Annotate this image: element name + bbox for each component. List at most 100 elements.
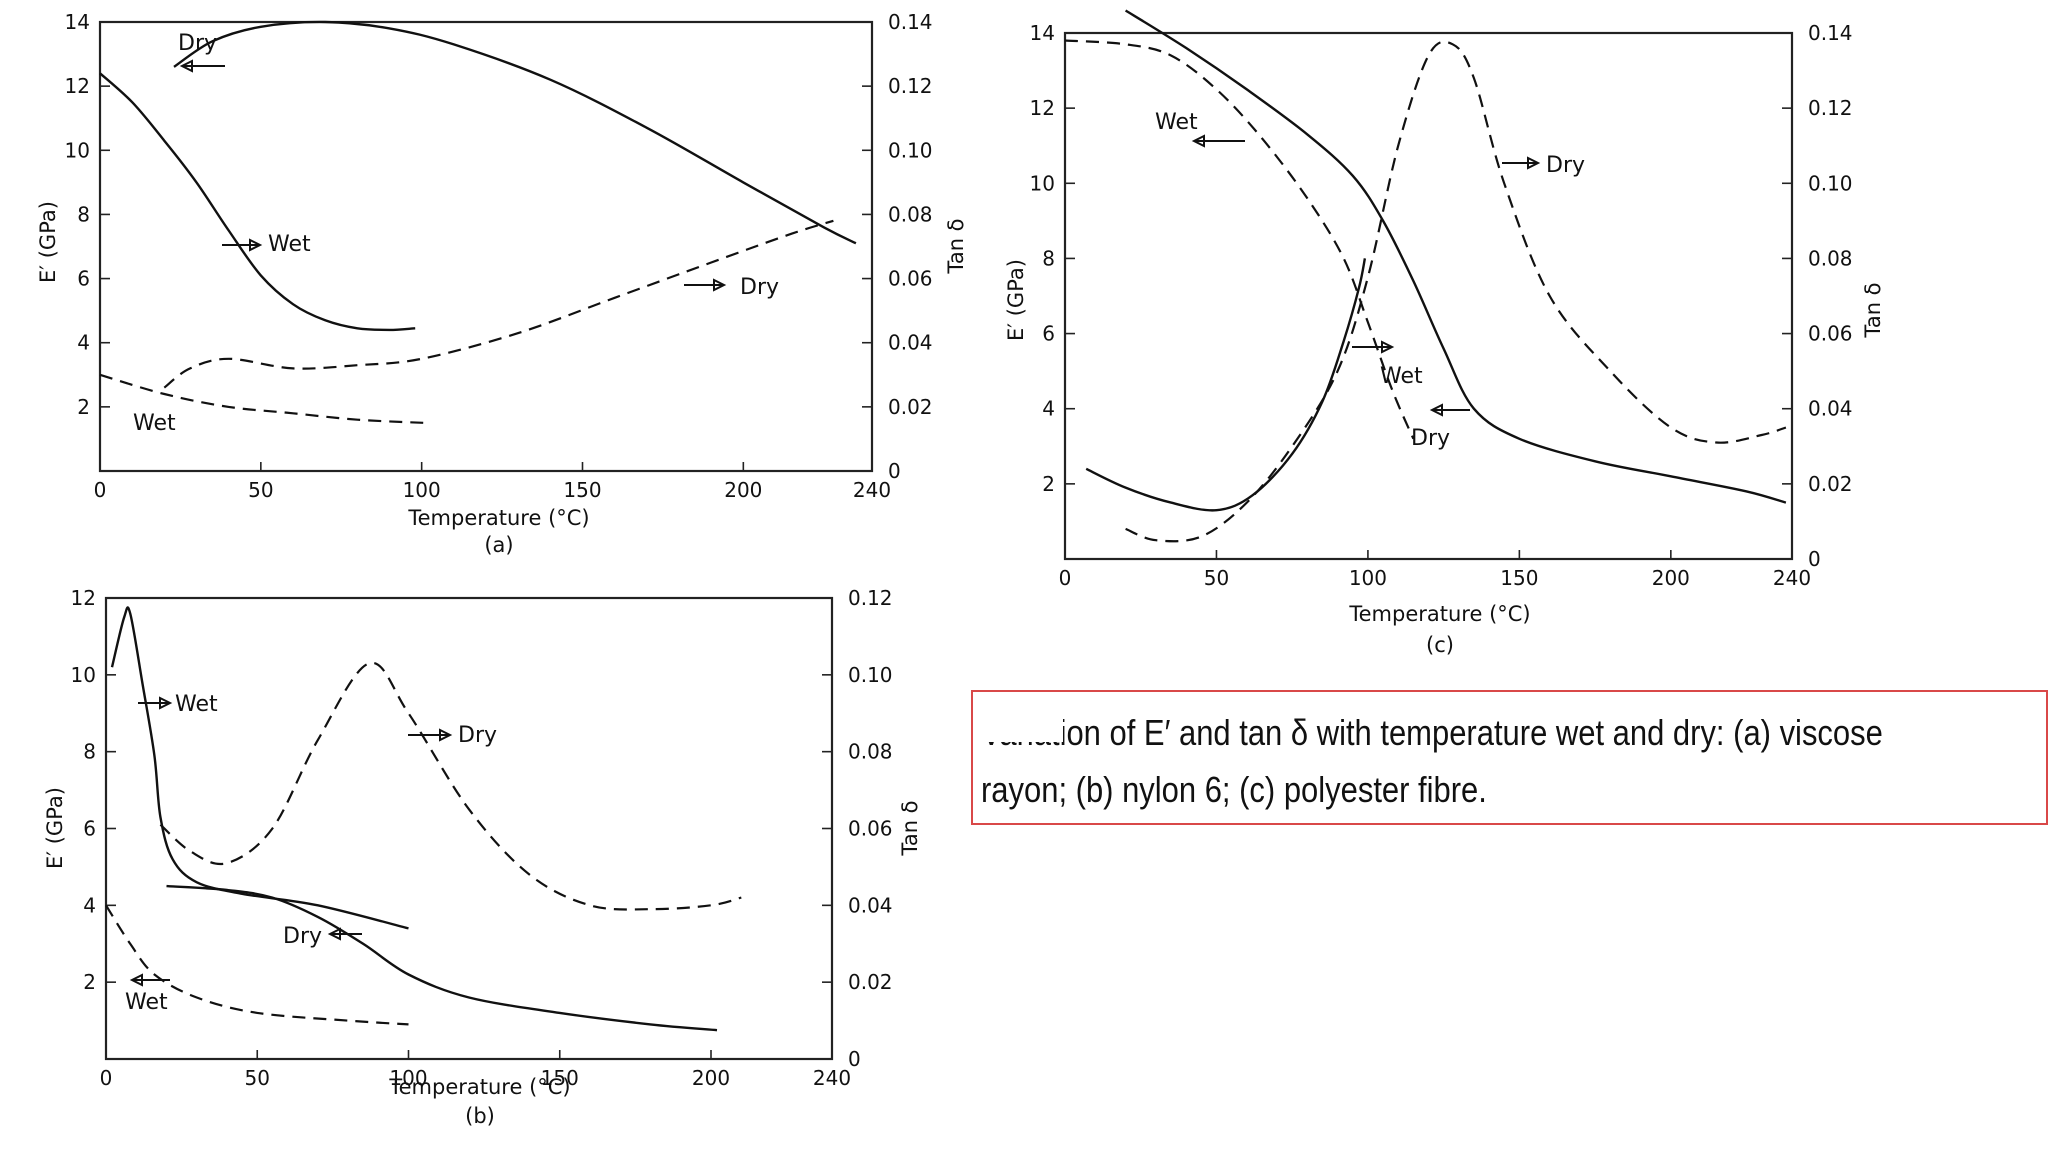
y-tick-label: 14 [1030, 21, 1055, 45]
plot-frame [1063, 31, 1794, 561]
y2-tick-label: 0.02 [848, 970, 893, 994]
x-axis-label: Temperature (°C) [1348, 602, 1530, 626]
chart-c: 0 50 100 150 200 240 2 4 6 8 10 12 14 0 0.02 0.04 0.06 0.… [1004, 9, 1885, 657]
chart-b: 0 50 100 150 200 240 2 4 6 8 10 12 0 0.02 0.04 0.06 0.08… [43, 586, 922, 1128]
y2-tick-label: 0.12 [848, 586, 893, 610]
y2-axis-label: Tan δ [898, 800, 922, 856]
y2-tick-label: 0.14 [1808, 21, 1853, 45]
annotation-label: Dry [1546, 153, 1585, 178]
x-tick-label: 240 [813, 1066, 851, 1090]
x-tick-label: 0 [100, 1066, 113, 1090]
x-tick-label: 240 [853, 478, 891, 502]
arrowhead [713, 278, 727, 292]
annotation-label: Wet [1155, 110, 1198, 135]
y-tick-label: 8 [77, 202, 90, 226]
y2-tick-label: 0.10 [848, 663, 893, 687]
y-tick-label: 8 [83, 740, 96, 764]
x-tick-label: 50 [248, 478, 273, 502]
y2-axis-label: Tan δ [1861, 282, 1885, 338]
x-ticks: 0 50 100 150 200 240 [94, 462, 891, 502]
y-tick-label: 10 [71, 663, 96, 687]
x-axis-label: Temperature (°C) [407, 506, 589, 530]
y2-tick-label: 0.10 [888, 138, 933, 162]
y2-tick-label: 0.14 [888, 10, 933, 34]
arrowhead [327, 927, 341, 941]
x-tick-label: 200 [692, 1066, 730, 1090]
y-tick-label: 6 [77, 267, 90, 291]
curves [1064, 9, 1787, 543]
arrowhead [1527, 156, 1541, 170]
x-axis-label: Temperature (°C) [388, 1075, 570, 1099]
curves [99, 20, 857, 424]
y-tick-label: 10 [65, 138, 90, 162]
y-tick-label: 14 [65, 10, 90, 34]
caption-line-2: rayon; (b) nylon 6; (c) polyester fibre. [981, 769, 1487, 810]
series-line-dry-e [173, 20, 857, 245]
figure-caption: Variation of E′ and tan δ with temperatu… [971, 690, 2048, 825]
y-tick-label: 2 [83, 970, 96, 994]
x-tick-label: 100 [1349, 566, 1387, 590]
y-tick-label: 12 [65, 74, 90, 98]
annotation-label: Wet [133, 411, 176, 436]
panel-sublabel: (b) [465, 1104, 495, 1128]
y2-tick-label: 0.06 [1808, 322, 1853, 346]
y-tick-label: 12 [1030, 96, 1055, 120]
y-tick-label: 6 [1042, 322, 1055, 346]
arrowhead [1429, 403, 1443, 417]
y-axis-label: E′ (GPa) [36, 201, 60, 283]
y-tick-label: 6 [83, 817, 96, 841]
y-axis-label: E′ (GPa) [43, 787, 67, 869]
y2-tick-label: 0.08 [1808, 246, 1853, 270]
y2-tick-label: 0.08 [888, 202, 933, 226]
arrowhead [179, 59, 193, 73]
annotation-label: Wet [1380, 364, 1423, 389]
annotation-label: Dry [458, 723, 497, 748]
y2-tick-label: 0.02 [1808, 472, 1853, 496]
y2-tick-label: 0.12 [888, 74, 933, 98]
arrowhead [1381, 340, 1395, 354]
y-tick-label: 8 [1042, 246, 1055, 270]
y2-tick-label: 0.04 [888, 331, 933, 355]
series-line-wet-tan-solid [1085, 258, 1367, 512]
arrowhead [439, 728, 453, 742]
x-ticks: 0 50 100 150 200 240 [100, 1050, 851, 1090]
annotation-label: Dry [1411, 426, 1450, 451]
plot-frame [98, 20, 874, 473]
annotation-label: Dry [178, 31, 217, 56]
series-line-dry-e [166, 884, 718, 1032]
y-axis-label: E′ (GPa) [1004, 259, 1028, 341]
series-line-dry-tan [163, 219, 834, 389]
x-tick-label: 240 [1773, 566, 1811, 590]
series-line-wet-e [1064, 39, 1415, 440]
caption-line-1: Variation of E′ and tan δ with temperatu… [981, 712, 1883, 753]
y2-tick-label: 0.02 [888, 395, 933, 419]
y-ticks: 2 4 6 8 10 12 14 [1030, 21, 1075, 496]
series-line-wet-tan-solid [110, 606, 409, 930]
caption-figure-number-redaction [981, 706, 1063, 742]
y2-ticks: 0 0.02 0.04 0.06 0.08 0.10 0.12 0.14 [1782, 21, 1853, 571]
y2-axis-label: Tan δ [944, 218, 968, 274]
chart-a: 0 50 100 150 200 240 2 4 6 8 10 12 14 0 0.02 0.04 0.06 0.… [36, 10, 968, 557]
annotation-label: Dry [283, 924, 322, 949]
y2-tick-label: 0.04 [848, 893, 893, 917]
series-line-dry-tan [159, 661, 742, 911]
panel-sublabel: (c) [1426, 633, 1454, 657]
x-tick-label: 150 [541, 1066, 579, 1090]
y2-tick-label: 0.06 [848, 817, 893, 841]
arrowhead [1191, 134, 1205, 148]
y2-tick-label: 0.06 [888, 267, 933, 291]
y2-tick-label: 0 [888, 459, 901, 483]
y2-tick-label: 0.04 [1808, 397, 1853, 421]
curves [105, 606, 742, 1032]
y2-tick-label: 0 [1808, 547, 1821, 571]
x-tick-label: 200 [1652, 566, 1690, 590]
y2-ticks: 0 0.02 0.04 0.06 0.08 0.10 0.12 0.14 [862, 10, 933, 483]
panel-sublabel: (a) [484, 533, 513, 557]
annotation-label: Wet [125, 990, 168, 1015]
y-tick-label: 4 [83, 893, 96, 917]
x-tick-label: 50 [245, 1066, 270, 1090]
x-tick-label: 150 [563, 478, 601, 502]
y-tick-label: 12 [71, 586, 96, 610]
series-line-dry-e [1124, 9, 1787, 504]
y-tick-label: 2 [77, 395, 90, 419]
